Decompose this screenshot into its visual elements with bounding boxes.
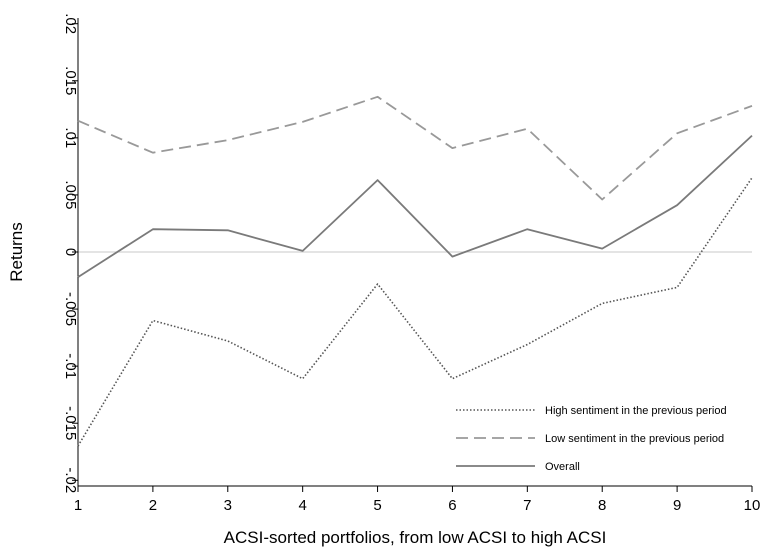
x-tick-label: 1 — [74, 497, 82, 514]
x-tick-label: 10 — [744, 497, 760, 514]
x-tick-label: 3 — [224, 497, 232, 514]
x-tick-label: 4 — [298, 497, 306, 514]
legend-label: Overall — [545, 461, 580, 473]
y-tick-label: -.015 — [62, 406, 79, 440]
series-line-low-sentiment — [77, 95, 753, 201]
y-tick-label: -.005 — [62, 292, 79, 326]
y-tick-label: .005 — [62, 180, 79, 209]
y-axis-title: Returns — [7, 222, 26, 282]
legend-label: High sentiment in the previous period — [545, 405, 727, 417]
x-tick-label: 5 — [373, 497, 381, 514]
legend: High sentiment in the previous period Low… — [456, 405, 727, 473]
y-tick-label: .015 — [62, 66, 79, 95]
y-tick-label: -.01 — [62, 353, 79, 379]
x-tick-label: 8 — [598, 497, 606, 514]
x-tick-label: 7 — [523, 497, 531, 514]
x-tick-label: 2 — [149, 497, 157, 514]
legend-label: Low sentiment in the previous period — [545, 433, 724, 445]
axes: -.02 -.015 -.01 -.005 0 .005 .01 .015 .02 1 2 3 4 5 6 7… — [62, 13, 760, 514]
x-axis-title: ACSI-sorted portfolios, from low ACSI to… — [224, 528, 607, 547]
y-tick-label: .02 — [62, 13, 79, 34]
x-tick-label: 6 — [448, 497, 456, 514]
y-tick-label: 0 — [62, 248, 79, 256]
series-line-overall — [77, 134, 753, 278]
x-tick-label: 9 — [673, 497, 681, 514]
y-tick-label: .01 — [62, 127, 79, 148]
series-layer — [77, 95, 753, 447]
y-tick-label: -.02 — [62, 467, 79, 493]
